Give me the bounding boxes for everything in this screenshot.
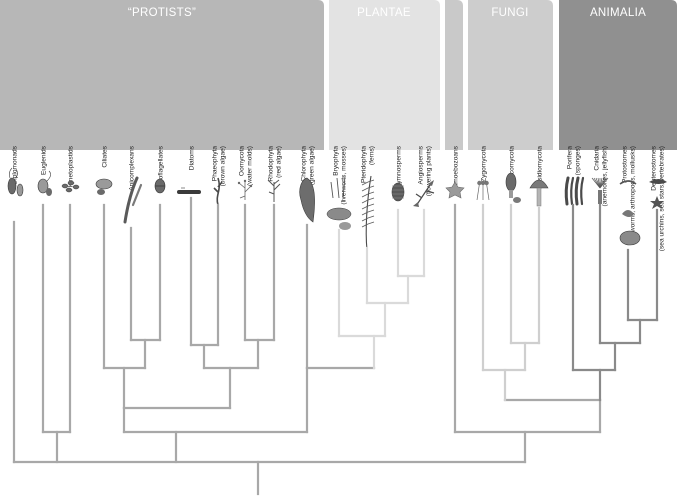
diplomonad-cell-icon bbox=[7, 167, 24, 197]
taxon-label-rhodophyta-sub: (red algae) bbox=[275, 146, 282, 178]
taxon-label-diplomonads: Diplomonads bbox=[12, 145, 19, 184]
taxon-label-pteridophyta: Pteridophyta bbox=[361, 146, 368, 183]
taxon-label-apicomplexans: Apicomplexans bbox=[129, 145, 136, 190]
kinetoplastid-cells-icon bbox=[61, 180, 80, 193]
anemone-icon bbox=[591, 177, 609, 204]
taxon-label-phaeophyta-sub: (brown algae) bbox=[219, 146, 226, 186]
taxon-label-diatoms: Diatoms bbox=[189, 145, 196, 170]
taxon-label-oomycota-sub: (water molds) bbox=[246, 146, 253, 186]
taxon-label-deuterostomes: Deuterostomes bbox=[651, 145, 658, 190]
taxon-label-porifera-sub: (sponges) bbox=[574, 146, 581, 175]
morel-icon bbox=[505, 172, 521, 203]
taxon-labels: Diplomonads Euglenids Kinetoplastids Ciliat… bbox=[12, 145, 666, 251]
taxon-label-rhodophyta: Rhodophyta bbox=[268, 146, 275, 182]
pine-cone-icon bbox=[391, 182, 405, 202]
euglenid-cell-icon bbox=[37, 170, 52, 196]
taxon-label-ciliates: Ciliates bbox=[102, 145, 109, 167]
taxon-label-ascomycota: Ascomycota bbox=[509, 146, 516, 182]
taxon-label-deuterostomes-sub: (sea urchins, sea stars, vertebrates) bbox=[658, 146, 665, 251]
group-box-fungi bbox=[468, 0, 553, 150]
taxon-label-angiosperms-sub: (flowering plants) bbox=[425, 146, 432, 196]
taxon-label-cnidaria-sub: (anemones, jellyfish) bbox=[601, 146, 608, 206]
taxon-label-chlorophyta: Chlorophyta bbox=[301, 146, 308, 182]
amoeba-icon bbox=[445, 181, 465, 199]
group-label-plantae: PLANTAE bbox=[357, 7, 411, 19]
taxon-label-protostomes: Protostomes bbox=[622, 145, 629, 183]
dinoflagellate-cell-icon bbox=[154, 178, 166, 194]
fish-seastar-icon bbox=[649, 179, 667, 209]
group-label-animalia: ANIMALIA bbox=[590, 7, 646, 19]
taxon-label-gymnosperms: Gymnosperms bbox=[396, 145, 403, 189]
group-box-animalia bbox=[559, 0, 677, 150]
diatom-cell-icon bbox=[177, 187, 201, 194]
mushroom-icon bbox=[529, 179, 549, 207]
taxon-label-bryophyta-sub: (liverworts, mosses) bbox=[340, 146, 347, 205]
water-mold-icon bbox=[237, 179, 253, 200]
sponge-icon bbox=[564, 176, 585, 206]
taxon-label-zygomycota: Zygomycota bbox=[481, 146, 488, 182]
taxon-label-cnidaria: Cnidaria bbox=[594, 146, 601, 171]
tree-branches bbox=[12, 196, 659, 496]
group-box-protists bbox=[0, 0, 324, 150]
worm-shrimp-shell-icon bbox=[619, 180, 641, 246]
taxon-label-amoebozoans: Amoebozoans bbox=[453, 145, 460, 188]
taxon-label-pteridophyta-sub: (ferns) bbox=[368, 146, 375, 165]
taxon-label-oomycota: Oomycota bbox=[239, 146, 246, 176]
taxon-label-basidiomycota: Basidiomycota bbox=[537, 146, 544, 189]
group-headers: “PROTISTS” PLANTAE FUNGI ANIMALIA bbox=[0, 0, 677, 150]
taxon-label-bryophyta: Bryophyta bbox=[333, 146, 340, 176]
taxon-label-angiosperms: Angiosperms bbox=[418, 145, 425, 184]
bread-mold-icon bbox=[476, 180, 490, 201]
group-box-amoebozoans bbox=[445, 0, 463, 150]
organism-illustrations bbox=[7, 167, 667, 251]
group-label-protists: “PROTISTS” bbox=[128, 7, 196, 19]
taxon-label-porifera: Porifera bbox=[567, 146, 574, 169]
apicomplexan-cells-icon bbox=[123, 176, 143, 224]
flowering-plant-icon bbox=[413, 180, 435, 207]
moss-icon bbox=[326, 175, 352, 230]
green-alga-icon bbox=[299, 177, 315, 223]
taxon-label-phaeophyta: Phaeophyta bbox=[212, 146, 219, 182]
taxon-label-dinoflagellates: Dinoflagellates bbox=[158, 145, 165, 189]
fern-icon bbox=[361, 175, 375, 251]
ciliate-cell-icon bbox=[95, 178, 113, 195]
taxon-label-protostomes-sub: (worms, arthropods, mollusks) bbox=[629, 146, 636, 234]
group-label-fungi: FUNGI bbox=[491, 7, 528, 19]
red-alga-icon bbox=[267, 179, 281, 202]
taxon-label-euglenids: Euglenids bbox=[41, 145, 48, 175]
taxon-label-kinetoplastids: Kinetoplastids bbox=[68, 145, 75, 187]
brown-alga-icon bbox=[213, 177, 223, 206]
taxon-label-chlorophyta-sub: (green algae) bbox=[308, 146, 315, 185]
group-box-plantae bbox=[329, 0, 440, 150]
